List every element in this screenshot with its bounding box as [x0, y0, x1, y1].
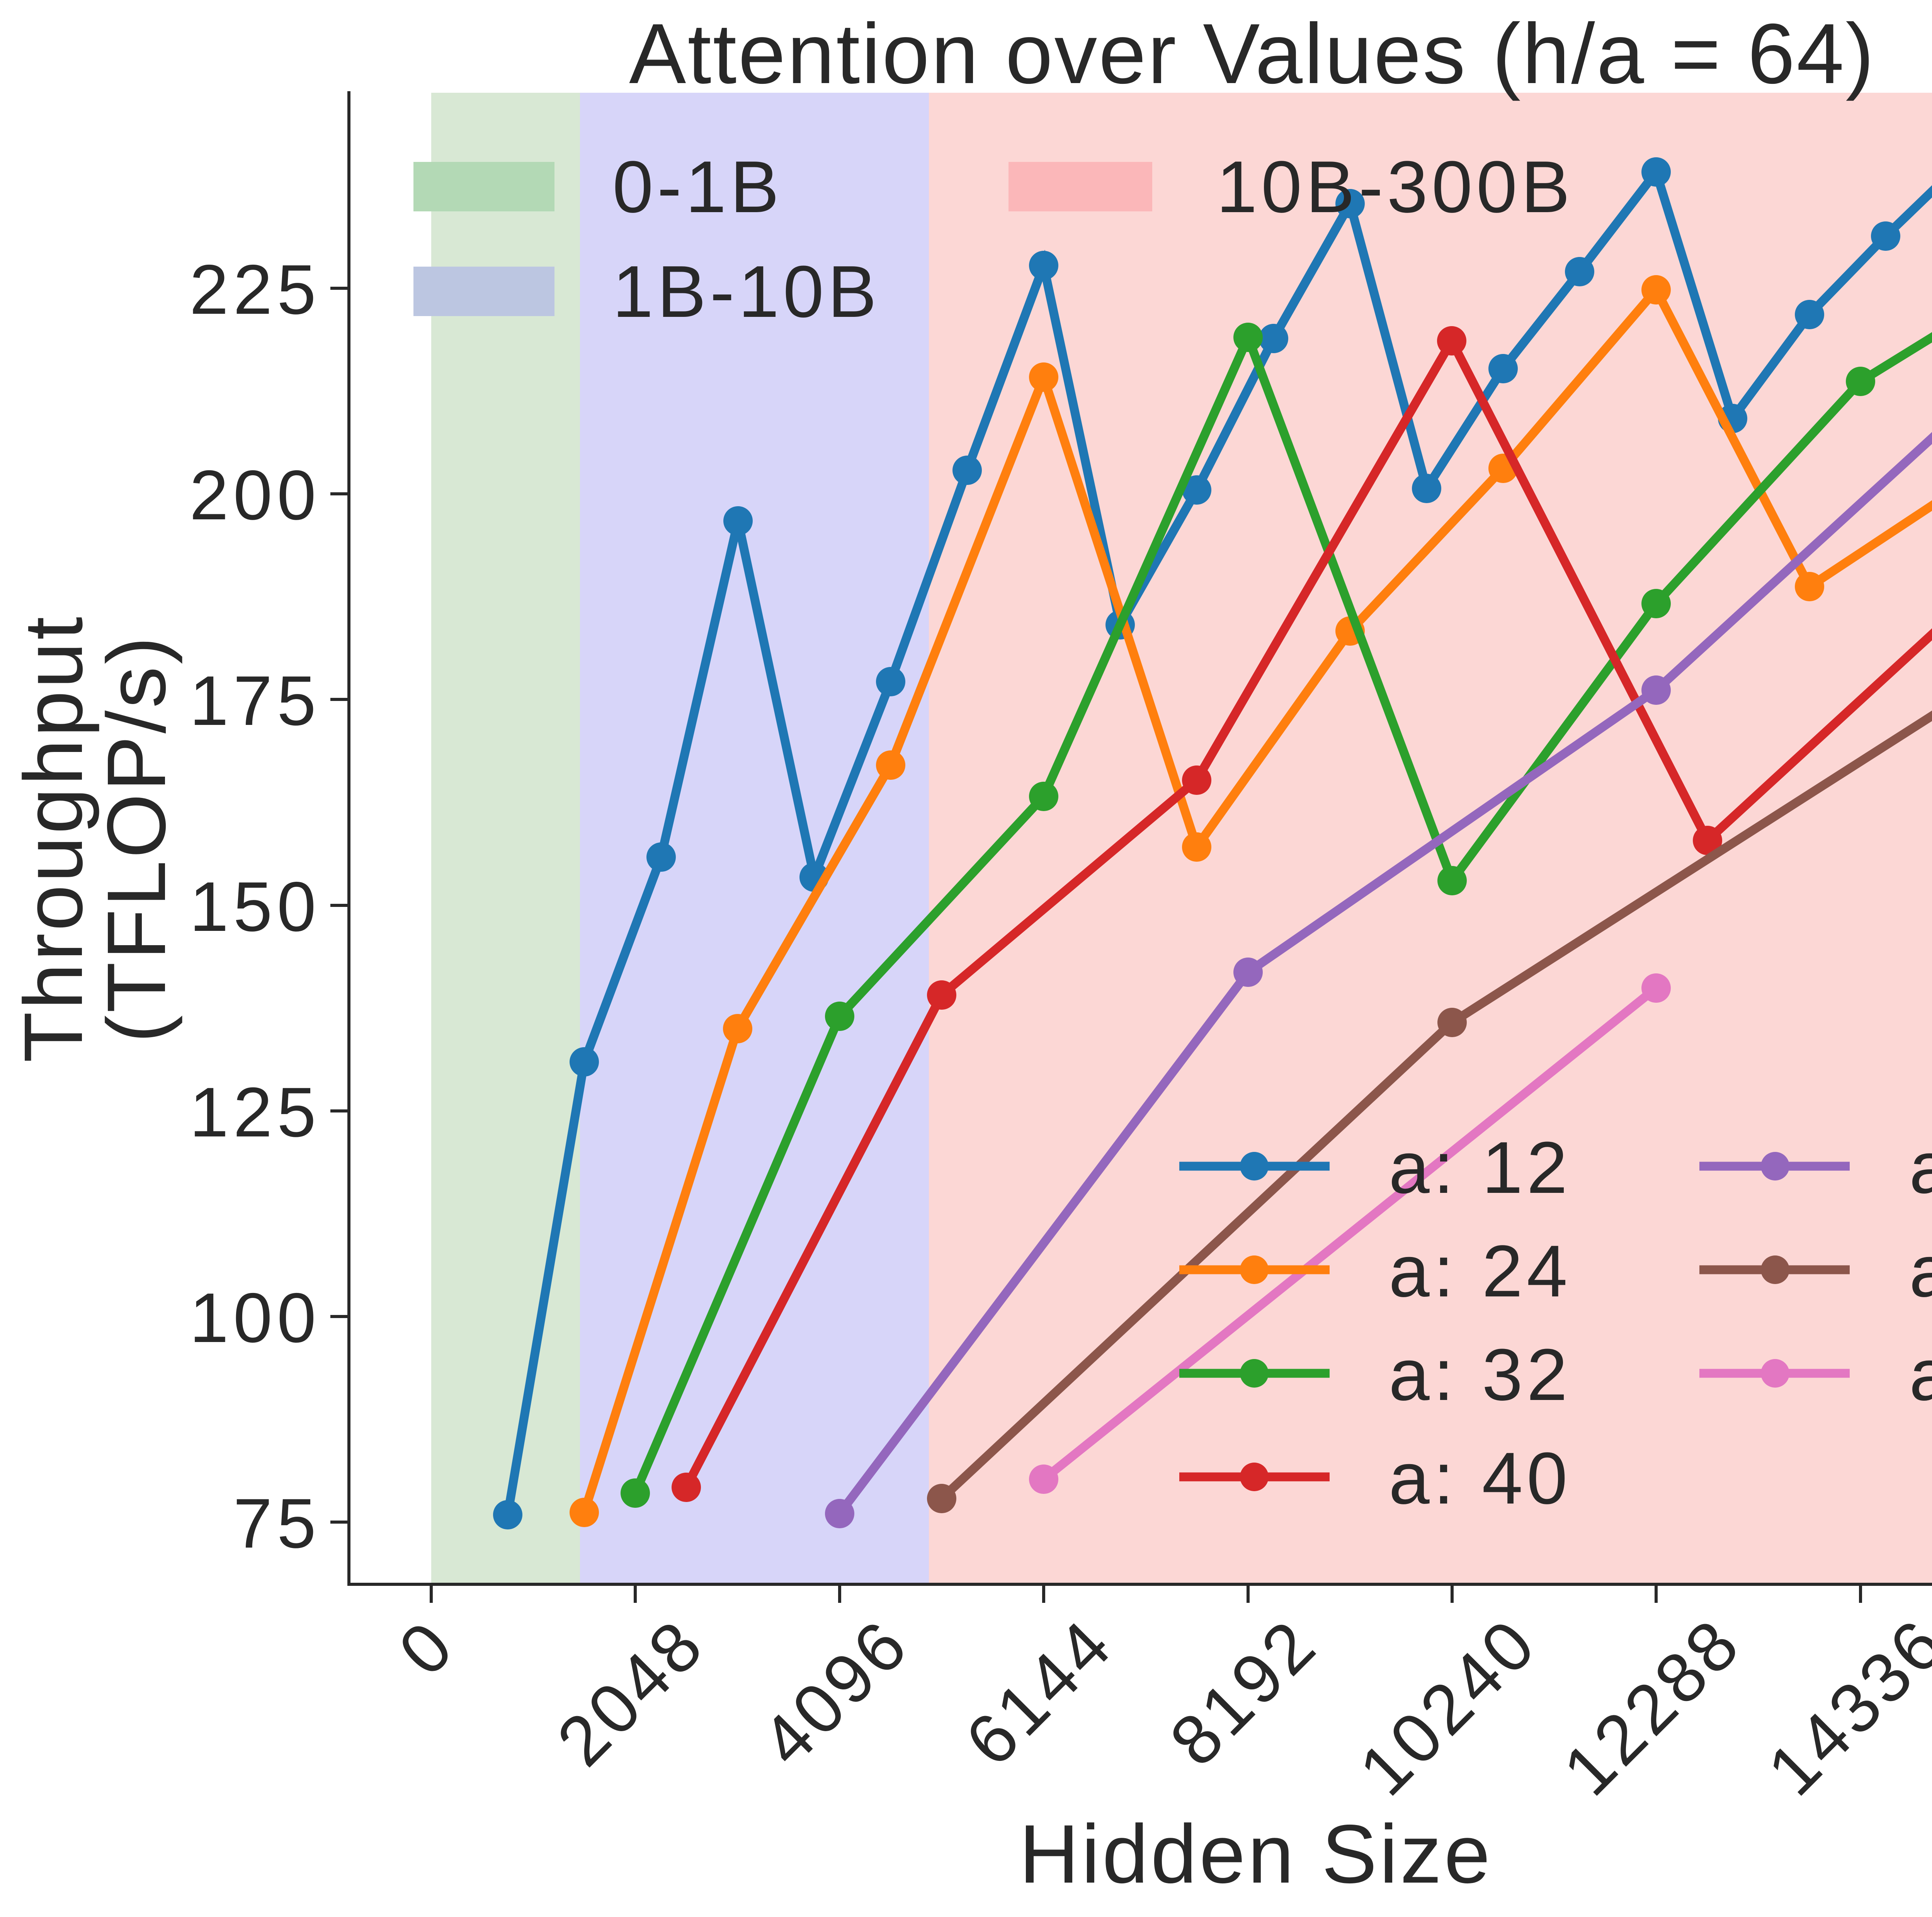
- svg-text:a: 32: a: 32: [1389, 1334, 1571, 1416]
- svg-text:Attention over Values (h/a = 6: Attention over Values (h/a = 64): [629, 6, 1876, 101]
- svg-text:100: 100: [189, 1278, 321, 1357]
- svg-text:a: 80: a: 80: [1909, 1230, 1932, 1312]
- svg-text:1B-10B: 1B-10B: [612, 251, 881, 333]
- svg-text:10B-300B: 10B-300B: [1216, 146, 1574, 228]
- svg-text:a: 12: a: 12: [1389, 1127, 1571, 1209]
- svg-text:a: 24: a: 24: [1389, 1230, 1571, 1312]
- svg-text:a: 96: a: 96: [1909, 1334, 1932, 1416]
- svg-text:125: 125: [189, 1073, 321, 1152]
- svg-text:a: 40: a: 40: [1389, 1437, 1571, 1519]
- svg-text:200: 200: [189, 456, 321, 534]
- svg-text:Hidden Size: Hidden Size: [1019, 1807, 1492, 1900]
- svg-text:225: 225: [189, 250, 321, 329]
- svg-text:150: 150: [189, 867, 321, 946]
- svg-text:0-1B: 0-1B: [612, 146, 783, 228]
- svg-text:a: 64: a: 64: [1909, 1127, 1932, 1209]
- svg-text:Throughput: Throughput: [7, 614, 100, 1063]
- svg-text:(TFLOP/s): (TFLOP/s): [90, 634, 183, 1043]
- svg-text:75: 75: [233, 1484, 321, 1563]
- svg-text:175: 175: [189, 661, 321, 740]
